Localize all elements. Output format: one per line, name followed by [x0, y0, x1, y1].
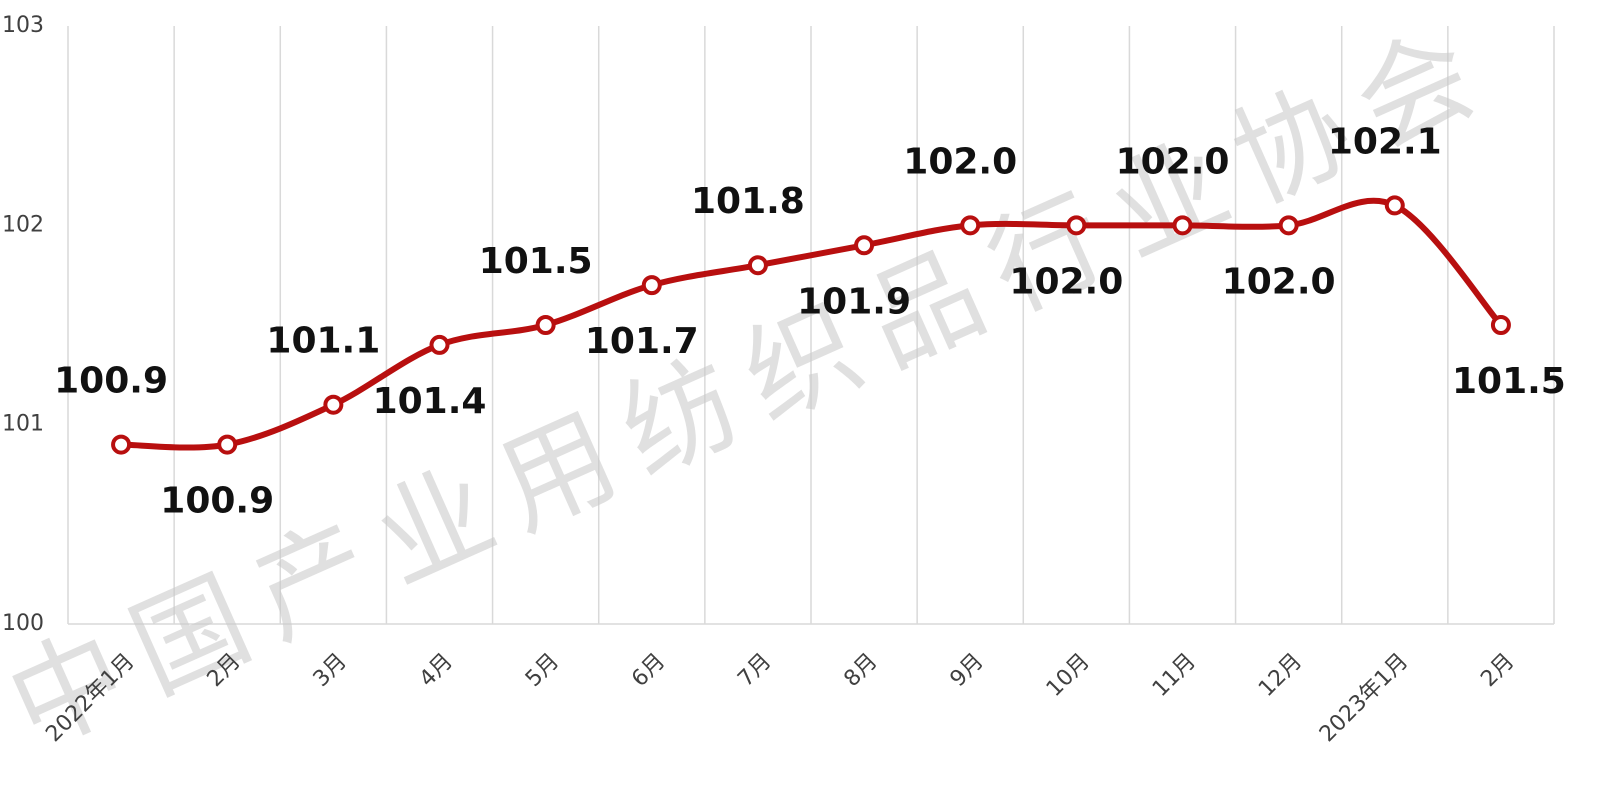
x-tick-label: 8月	[839, 649, 882, 692]
data-point	[960, 215, 981, 236]
data-point	[217, 434, 238, 455]
data-label: 101.7	[585, 321, 699, 362]
data-point	[1278, 215, 1299, 236]
data-point	[641, 275, 662, 296]
data-point	[111, 434, 132, 455]
data-point	[429, 334, 450, 355]
data-label: 102.0	[1116, 141, 1230, 182]
data-point	[1384, 195, 1405, 216]
data-point	[1066, 215, 1087, 236]
data-label: 102.0	[1222, 261, 1336, 302]
data-label: 101.9	[797, 281, 911, 322]
x-tick-label: 4月	[415, 649, 458, 692]
x-tick-label: 9月	[946, 649, 989, 692]
data-point	[323, 394, 344, 415]
data-point	[1172, 215, 1193, 236]
data-label: 100.9	[54, 361, 168, 402]
x-tick-label: 2月	[1476, 649, 1519, 692]
data-label: 101.5	[479, 241, 593, 282]
data-label: 102.0	[1009, 261, 1123, 302]
data-label: 101.5	[1452, 361, 1566, 402]
x-tick-label: 6月	[627, 649, 670, 692]
data-label: 102.0	[903, 141, 1017, 182]
y-tick-label: 103	[2, 13, 44, 38]
x-tick-label: 2023年1月	[1315, 649, 1413, 747]
data-label: 102.1	[1328, 121, 1442, 162]
x-tick-label: 12月	[1254, 649, 1307, 702]
data-point	[854, 235, 875, 256]
y-tick-label: 100	[2, 611, 44, 636]
y-tick-label: 102	[2, 212, 44, 237]
x-tick-label: 5月	[521, 649, 564, 692]
data-label: 100.9	[160, 481, 274, 522]
data-label: 101.4	[373, 381, 487, 422]
x-tick-label: 10月	[1042, 649, 1095, 702]
data-point	[535, 315, 556, 335]
data-label: 101.8	[691, 181, 805, 222]
x-tick-label: 3月	[309, 649, 352, 692]
data-point	[747, 255, 768, 276]
x-tick-label: 7月	[733, 649, 776, 692]
data-point	[1490, 315, 1511, 335]
data-label: 101.1	[266, 321, 380, 362]
y-tick-label: 101	[2, 412, 44, 437]
x-tick-label: 11月	[1148, 649, 1201, 702]
